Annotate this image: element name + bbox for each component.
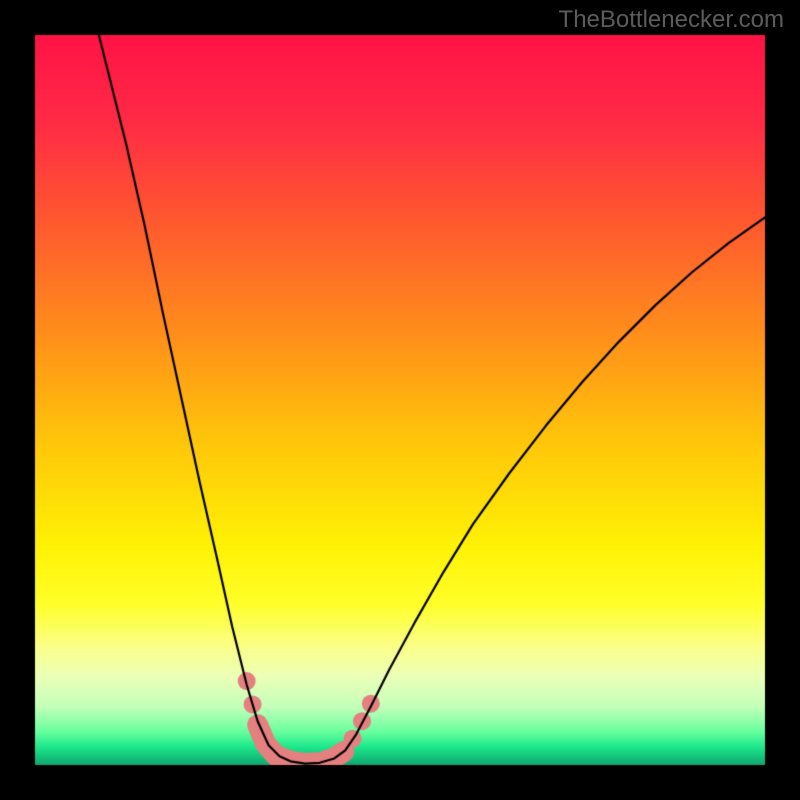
chart-stage: TheBottlenecker.com xyxy=(0,0,800,800)
bottleneck-chart-canvas xyxy=(0,0,800,800)
watermark-text: TheBottlenecker.com xyxy=(559,6,784,34)
